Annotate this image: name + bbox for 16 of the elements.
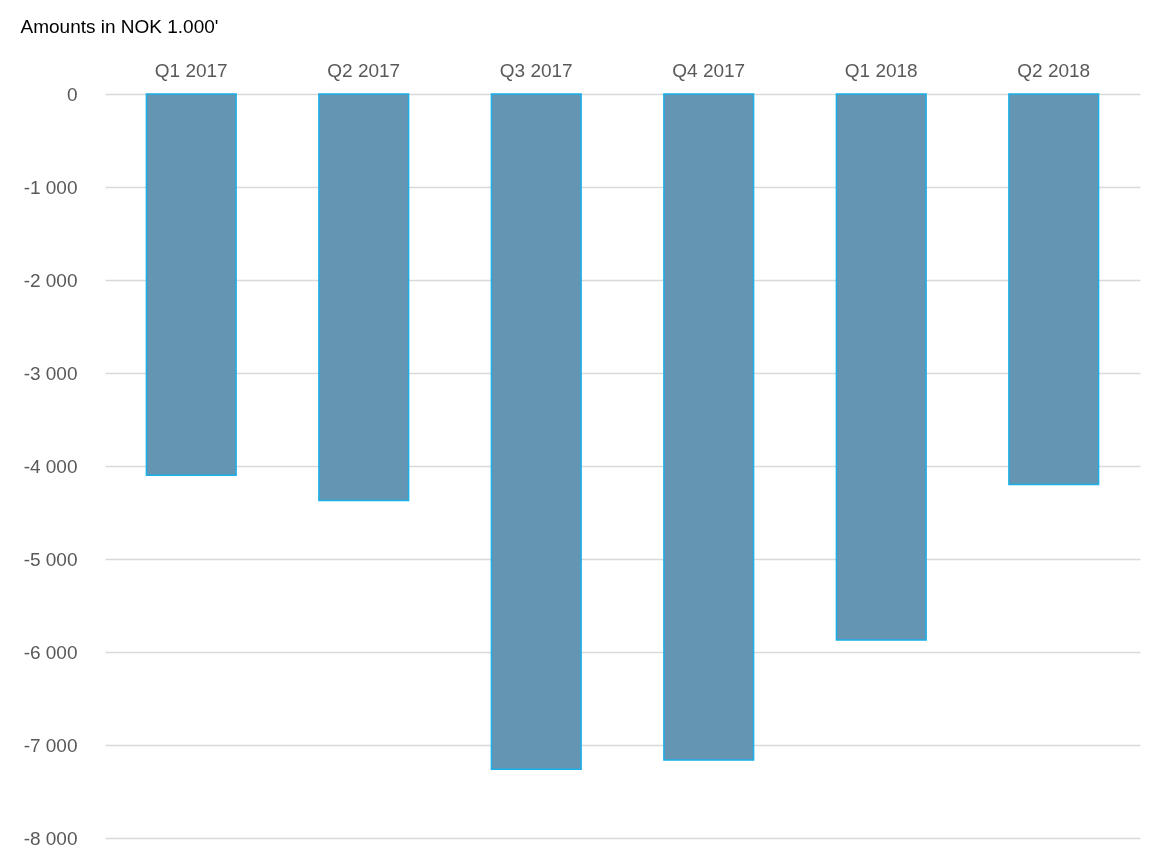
y-tick-label: -4 000: [23, 455, 78, 477]
x-tick-label: Q1 2018: [844, 59, 918, 81]
y-axis-title: Amounts in NOK 1.000': [20, 15, 219, 37]
y-tick-label: 0: [66, 83, 78, 105]
y-tick-label: -3 000: [23, 362, 78, 384]
x-tick-label: Q3 2017: [499, 59, 573, 81]
y-tick-label: -2 000: [23, 269, 78, 291]
x-tick-label: Q1 2017: [154, 59, 228, 81]
x-tick-label: Q4 2017: [672, 59, 746, 81]
y-tick-label: -7 000: [23, 734, 78, 756]
y-tick-label: -8 000: [23, 827, 78, 847]
y-tick-label: -6 000: [23, 641, 78, 663]
x-tick-label: Q2 2017: [327, 59, 401, 81]
y-tick-label: -5 000: [23, 548, 78, 570]
y-tick-label: -1 000: [23, 176, 78, 198]
x-tick-label: Q2 2018: [1017, 59, 1091, 81]
